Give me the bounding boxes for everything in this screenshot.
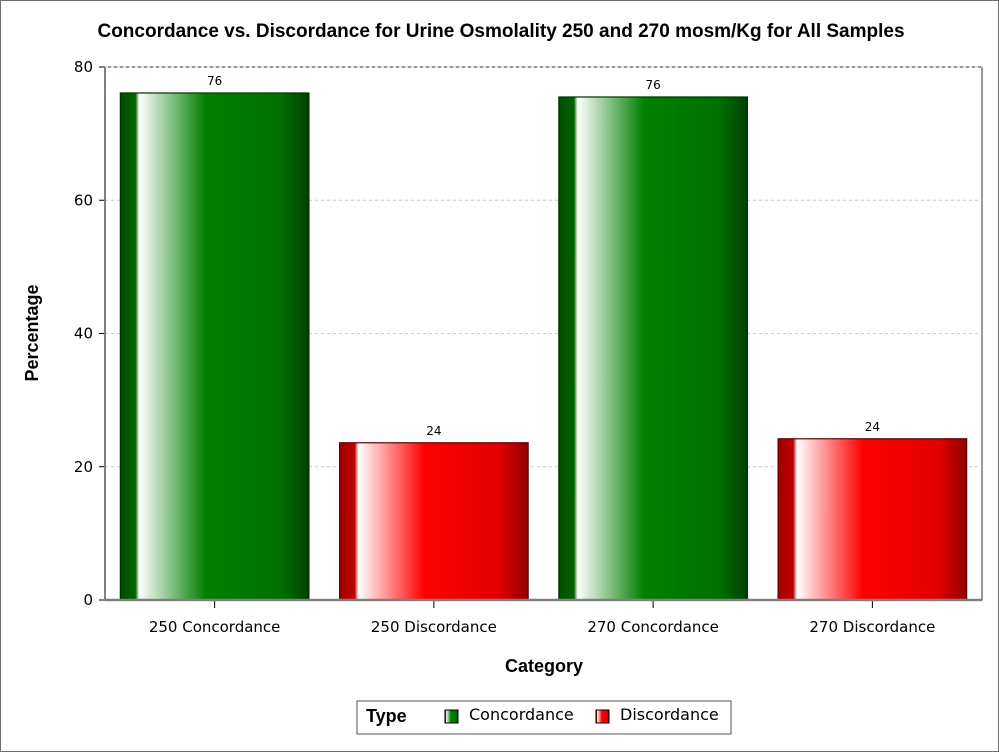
y-axis-title: Percentage — [22, 284, 42, 381]
bar-250-discordance — [338, 442, 529, 601]
bars — [119, 92, 968, 601]
legend-label-concordance: Concordance — [469, 705, 574, 724]
data-label: 76 — [645, 78, 660, 92]
legend-title: Type — [366, 706, 407, 726]
y-tick-label: 20 — [74, 458, 93, 476]
y-tick-label: 0 — [83, 591, 93, 609]
legend-box — [356, 700, 732, 735]
x-axis-title: Category — [505, 656, 583, 676]
x-tick-label: 270 Concordance — [587, 618, 719, 636]
bar-270-discordance — [777, 438, 968, 601]
legend-label-discordance: Discordance — [620, 705, 719, 724]
y-tick-label: 60 — [74, 191, 93, 209]
y-tick-label: 40 — [74, 325, 93, 343]
data-label: 24 — [426, 424, 441, 438]
y-tick-label: 80 — [74, 58, 93, 76]
legend: Type Concordance Discordance — [356, 700, 732, 735]
x-axis: 250 Concordance 250 Discordance 270 Concor… — [105, 598, 982, 636]
data-labels: 76 24 76 24 — [207, 74, 880, 438]
legend-swatch-concordance — [444, 709, 459, 724]
data-label: 24 — [865, 420, 880, 434]
data-label: 76 — [207, 74, 222, 88]
legend-swatch-discordance — [595, 709, 610, 724]
x-tick-label: 250 Concordance — [149, 618, 281, 636]
x-tick-label: 250 Discordance — [371, 618, 497, 636]
chart-title: Concordance vs. Discordance for Urine Os… — [97, 21, 904, 42]
bar-250-concordance — [119, 92, 310, 601]
x-tick-label: 270 Discordance — [809, 618, 935, 636]
y-axis: 0 20 40 60 80 — [74, 58, 106, 609]
bar-270-concordance — [558, 96, 749, 601]
